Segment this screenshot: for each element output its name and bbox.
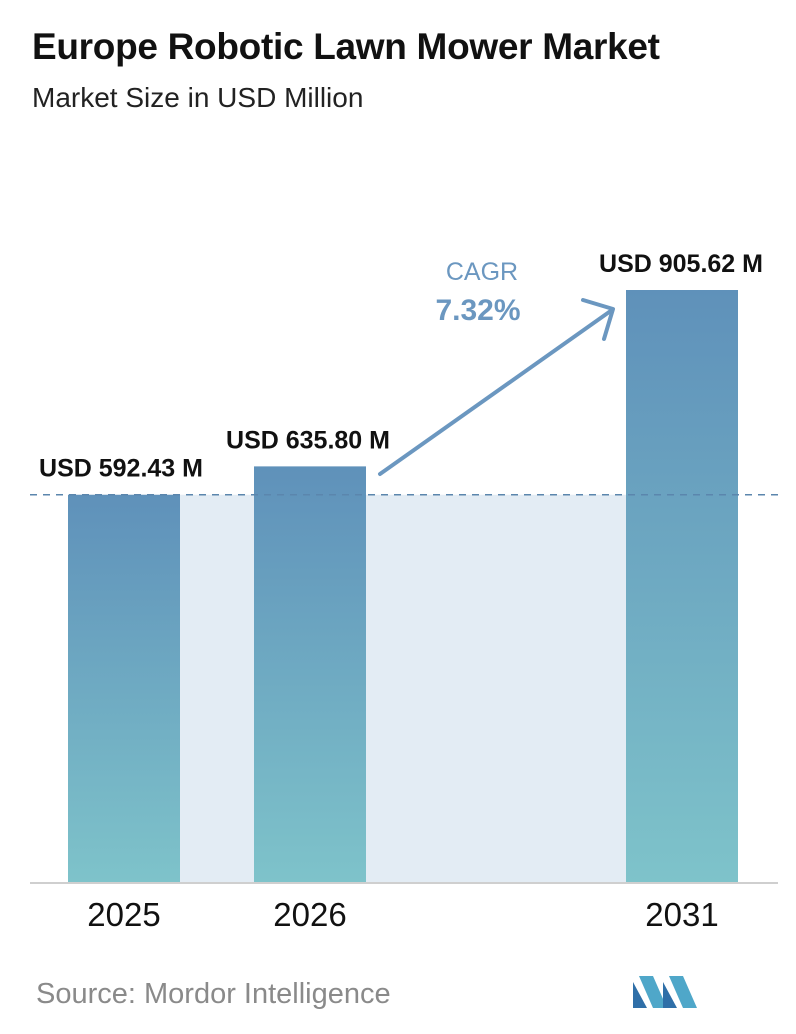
cagr-arrow bbox=[378, 298, 615, 476]
cagr-value: 7.32% bbox=[435, 294, 520, 327]
value-label-2031: USD 905.62 M bbox=[599, 250, 763, 278]
chart-subtitle: Market Size in USD Million bbox=[32, 82, 364, 113]
shaded-band bbox=[180, 494, 254, 882]
mordor-intelligence-logo bbox=[633, 976, 697, 1008]
bar-2031 bbox=[626, 290, 738, 882]
source-credit: Source: Mordor Intelligence bbox=[36, 978, 391, 1010]
x-tick-label-2031: 2031 bbox=[645, 896, 718, 933]
value-label-2026: USD 635.80 M bbox=[226, 426, 390, 454]
bar-2026 bbox=[254, 466, 366, 882]
shaded-band bbox=[366, 494, 626, 882]
bar-chart: USD 592.43 M USD 635.80 M USD 905.62 M 202… bbox=[30, 250, 780, 933]
x-tick-label-2026: 2026 bbox=[273, 896, 346, 933]
bar-2025 bbox=[68, 494, 180, 882]
x-tick-label-2025: 2025 bbox=[87, 896, 160, 933]
value-label-2025: USD 592.43 M bbox=[39, 455, 203, 483]
chart-title: Europe Robotic Lawn Mower Market bbox=[32, 26, 660, 67]
cagr-label: CAGR bbox=[446, 258, 518, 286]
